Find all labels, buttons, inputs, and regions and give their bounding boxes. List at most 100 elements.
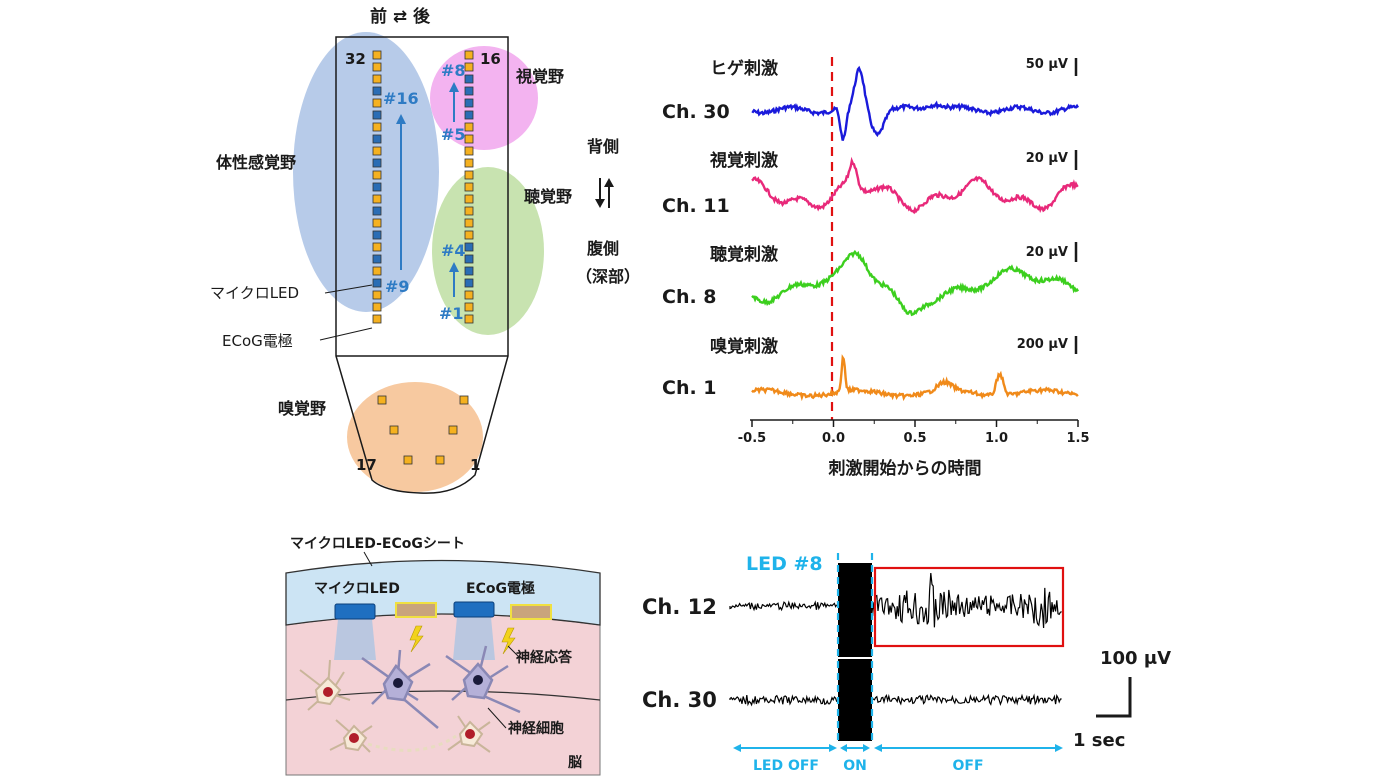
micro-led-square <box>464 254 474 264</box>
micro-led-square <box>372 254 382 264</box>
somatosensory-label: 体性感覚野 <box>216 153 296 172</box>
micro-led-square <box>372 230 382 240</box>
micro-led-element <box>453 601 495 618</box>
ecog-electrode-square <box>464 218 474 228</box>
neural-response-pointer <box>507 645 519 657</box>
olfactory-electrode <box>377 395 387 405</box>
led-stim-label: LED #8 <box>746 553 823 575</box>
electrode-number-32: 32 <box>345 50 366 68</box>
array-diagram: 前 ⇄ 後 32 16 17 1 #16 #9 #8 #5 <box>210 6 640 494</box>
scale-time-label: 1 sec <box>1073 730 1125 751</box>
led-arrow-auditory-head <box>449 262 459 272</box>
time-tick-label: 0.5 <box>903 431 926 446</box>
ch30-label: Ch. 30 <box>642 688 717 712</box>
led-number-16: #16 <box>383 89 419 108</box>
neuron-pointer <box>487 707 507 729</box>
micro-led-square <box>464 98 474 108</box>
micro-led-square <box>464 278 474 288</box>
ecog-electrode-square <box>372 302 382 312</box>
ch12-label: Ch. 12 <box>642 595 717 619</box>
phase-arrows <box>733 744 1063 752</box>
ecog-electrode-square <box>372 98 382 108</box>
ch30-post-trace <box>871 693 1062 707</box>
dorsal-label: 背側 <box>587 137 619 156</box>
micro-led-square <box>372 110 382 120</box>
ecog-electrode-square <box>464 182 474 192</box>
stimulus-label: 聴覚刺激 <box>710 244 778 265</box>
evoked-trace <box>751 156 1079 215</box>
micro-led-element <box>334 603 376 620</box>
optogenetic-panel: LED #8 Ch. 12 Ch. 30 100 μV 1 sec LED OF… <box>642 553 1171 774</box>
amplitude-scale-label: 50 μV <box>1026 57 1068 72</box>
scale-bar <box>1096 677 1132 718</box>
ecog-electrode-square <box>464 158 474 168</box>
led-number-5: #5 <box>441 125 466 144</box>
ecog-electrode-square <box>372 74 382 84</box>
ch12-response-trace <box>871 573 1062 629</box>
electrode-column-right <box>464 50 474 324</box>
evoked-trace <box>751 249 1080 317</box>
time-tick-label: 1.5 <box>1066 431 1089 446</box>
time-tick-label: -0.5 <box>738 431 766 446</box>
channel-label: Ch. 11 <box>662 195 730 217</box>
ecog-electrode-square <box>464 314 474 324</box>
micro-led-square <box>372 158 382 168</box>
stim-artifact-ch30 <box>838 659 872 741</box>
micro-led-callout: マイクロLED <box>210 284 299 302</box>
olfactory-electrode <box>403 455 413 465</box>
neural-response-label: 神経応答 <box>516 649 573 666</box>
micro-led-square <box>464 110 474 120</box>
ecog-callout-line <box>319 327 373 341</box>
ecog-callout: ECoG電極 <box>222 332 293 350</box>
micro-led-square <box>372 278 382 288</box>
micro-led-square <box>464 266 474 276</box>
ecog-electrode-square <box>372 170 382 180</box>
phase-on-label: ON <box>843 758 867 774</box>
channel-label: Ch. 1 <box>662 377 717 399</box>
electrode-number-17: 17 <box>356 456 377 474</box>
time-axis-label: 刺激開始からの時間 <box>829 458 982 479</box>
ecog-electrode-square <box>372 242 382 252</box>
ecog-electrode-square <box>464 170 474 180</box>
dorsal-ventral-arrows <box>595 178 614 208</box>
micro-led-square <box>464 86 474 96</box>
ecog-electrode-square <box>464 302 474 312</box>
amplitude-scale-label: 20 μV <box>1026 245 1068 260</box>
ecog-electrode-square <box>372 146 382 156</box>
ecog-electrode-square <box>372 122 382 132</box>
ecog-electrode-square <box>464 146 474 156</box>
ecog-electrode-square <box>372 50 382 60</box>
micro-led-callout-line <box>324 284 373 294</box>
ecog-electrode-square <box>464 194 474 204</box>
channel-label: Ch. 30 <box>662 101 730 123</box>
ecog-electrode-square <box>464 50 474 60</box>
time-tick-label: 1.0 <box>985 431 1008 446</box>
sheet-cross-section: マイクロLED-ECoGシート マイクロLED ECoG電極 神経応答 神経細胞… <box>285 536 601 776</box>
micro-led-square <box>372 182 382 192</box>
ecog-electrode-square <box>464 122 474 132</box>
neuron-pale-left <box>299 659 351 711</box>
electrode-column-left <box>372 50 382 324</box>
led-number-9: #9 <box>385 277 410 296</box>
ecog-electrode-square <box>372 314 382 324</box>
neuron-active-middle <box>361 649 439 729</box>
ecog-electrode-square <box>372 62 382 72</box>
micro-led-square <box>464 74 474 84</box>
evoked-response-panel: ヒゲ刺激 Ch. 30 50 μV 視覚刺激 Ch. 11 20 μV 聴覚刺激 Ch. 8 2… <box>662 57 1090 479</box>
phase-off-label: OFF <box>952 758 983 774</box>
array-outline <box>335 36 509 494</box>
led-light-cone <box>453 617 495 660</box>
ecog-electrode-square <box>372 290 382 300</box>
ecog-electrode-square <box>464 62 474 72</box>
ecog-electrode-square <box>464 290 474 300</box>
ch30-baseline-trace <box>729 694 838 707</box>
scale-voltage-label: 100 μV <box>1100 648 1171 669</box>
micro-led-square <box>372 206 382 216</box>
phase-led-off-label: LED OFF <box>753 758 819 774</box>
olfactory-electrode <box>389 425 399 435</box>
response-highlight-box <box>873 566 1065 648</box>
led-number-4: #4 <box>441 241 466 260</box>
amplitude-scale-label: 200 μV <box>1017 337 1068 352</box>
auditory-label: 聴覚野 <box>524 187 572 206</box>
